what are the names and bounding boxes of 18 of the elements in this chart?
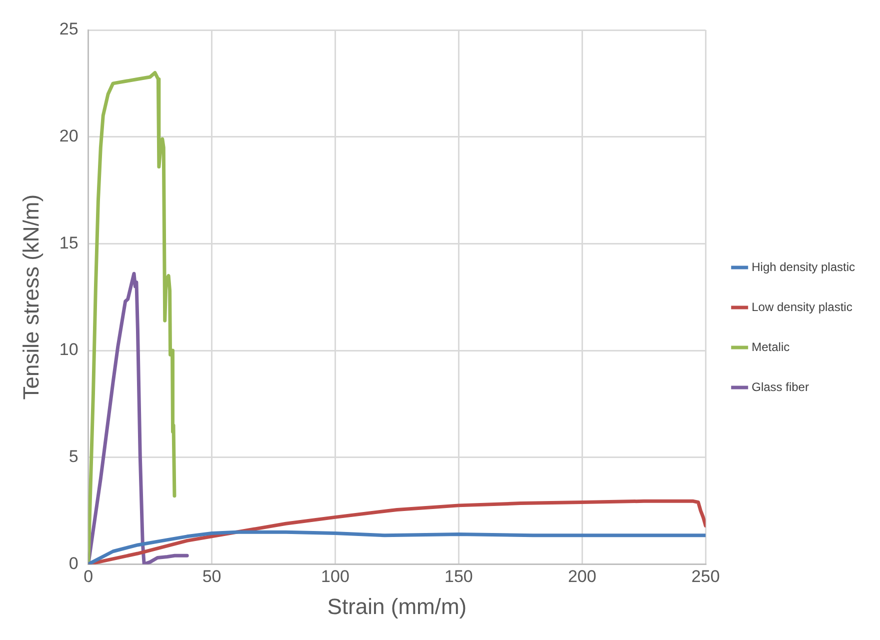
y-tick-label: 25: [59, 20, 78, 39]
x-tick-label: 200: [568, 567, 596, 586]
legend-label: Metalic: [752, 340, 790, 354]
x-tick-label: 150: [444, 567, 473, 586]
x-axis-title: Strain (mm/m): [327, 594, 467, 619]
x-tick-label: 250: [691, 567, 720, 586]
y-tick-label: 15: [59, 233, 78, 252]
x-tick-label: 100: [321, 567, 350, 586]
legend-label: Glass fiber: [752, 380, 809, 394]
legend-label: High density plastic: [752, 260, 856, 274]
y-tick-label: 5: [68, 447, 78, 466]
y-tick-label: 10: [59, 340, 78, 360]
x-tick-label: 50: [202, 567, 222, 586]
x-tick-label: 0: [84, 567, 94, 586]
y-tick-label: 20: [59, 126, 78, 146]
y-tick-label: 0: [68, 554, 78, 573]
legend-label: Low density plastic: [752, 300, 852, 314]
y-axis-title: Tensile stress (kN/m): [18, 194, 44, 400]
